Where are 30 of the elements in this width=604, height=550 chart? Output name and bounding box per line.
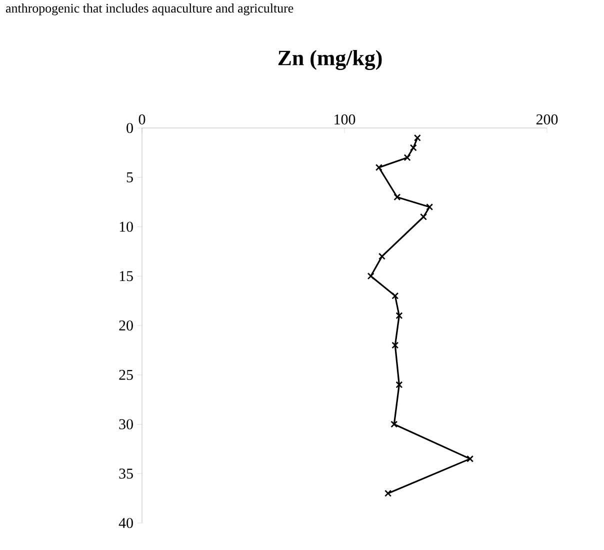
point [410, 144, 417, 152]
point [396, 312, 403, 320]
point [414, 134, 421, 142]
y-tick-label: 10 [120, 222, 133, 232]
point [390, 420, 398, 428]
y-tick-label: 0 [126, 122, 133, 134]
point [367, 272, 374, 280]
y-tick-label: 20 [119, 320, 133, 331]
y-tick-label: 25 [119, 370, 133, 380]
text: anthropogenic that includes aquaculture and agriculture [6, 4, 294, 16]
y-tick-label: 35 [119, 468, 133, 479]
y-tick-label: 40 [118, 518, 133, 528]
x-tick-label: 100 [334, 114, 356, 124]
point [392, 342, 399, 349]
chart-title: Zn (mg/kg) [278, 50, 382, 70]
point [466, 455, 474, 462]
point [394, 194, 401, 201]
point [396, 381, 403, 388]
point [384, 490, 392, 497]
point [378, 252, 386, 260]
point [392, 292, 399, 300]
x-tick-label: 200 [536, 114, 558, 124]
point [375, 164, 382, 172]
point [420, 213, 427, 220]
point [404, 154, 411, 162]
point [426, 203, 434, 211]
y-tick-label: 5 [126, 172, 133, 182]
y-tick-label: 15 [120, 271, 133, 282]
x-tick-label: 0 [138, 114, 146, 124]
y-tick-label: 30 [119, 419, 133, 430]
